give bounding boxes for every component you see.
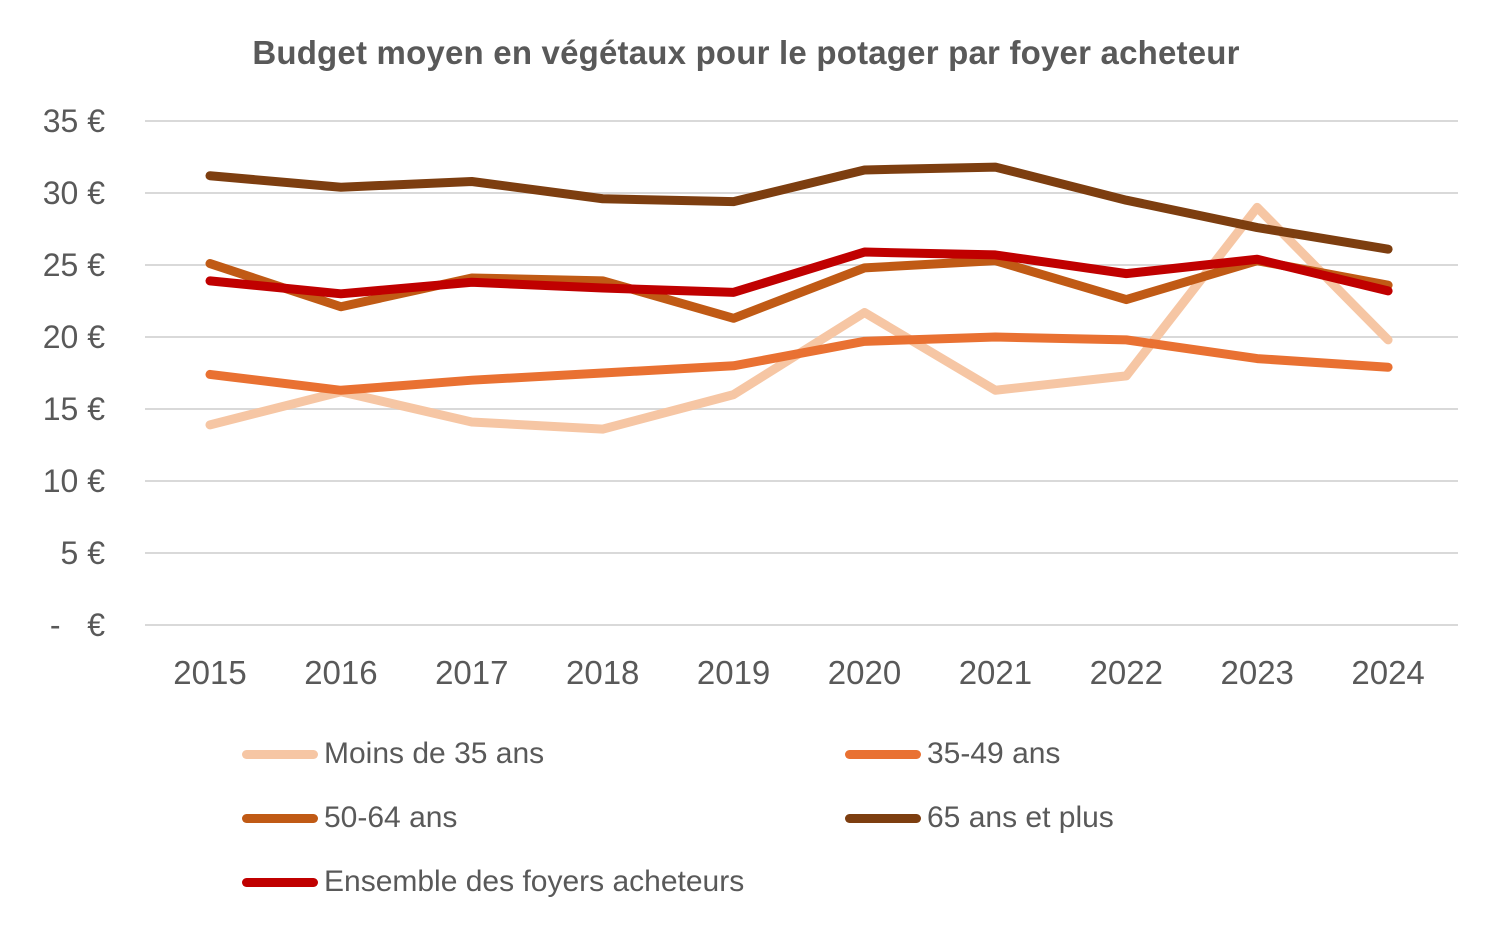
legend-label: 35-49 ans <box>927 737 1061 770</box>
y-axis-tick-label: 25 € <box>43 247 105 283</box>
legend-item-1: 35-49 ans <box>845 737 1114 771</box>
y-axis-tick-label: 5 € <box>61 535 106 571</box>
legend-item-0: Moins de 35 ans <box>242 737 845 771</box>
chart-legend: Moins de 35 ans 35-49 ans 50-64 ans 65 ans … <box>242 722 1114 914</box>
line-series-4 <box>205 247 1393 299</box>
y-axis-tick-label: 15 € <box>43 391 105 427</box>
line-series-0 <box>205 202 1393 434</box>
legend-swatch-icon <box>845 749 921 759</box>
y-axis-tick-label: - € <box>50 607 105 643</box>
x-axis-tick-label: 2015 <box>173 654 246 691</box>
y-axis-tick-label: 30 € <box>43 175 105 211</box>
x-axis-tick-label: 2023 <box>1220 654 1293 691</box>
legend-item-2: 50-64 ans <box>242 801 845 835</box>
x-axis-tick-label: 2016 <box>304 654 377 691</box>
legend-label: 50-64 ans <box>324 801 458 834</box>
chart-title: Budget moyen en végétaux pour le potager… <box>252 34 1240 71</box>
legend-item-4: Ensemble des foyers acheteurs <box>242 865 845 899</box>
y-axis-tick-label: 35 € <box>43 103 105 139</box>
x-axis-tick-label: 2017 <box>435 654 508 691</box>
y-axis-tick-label: 10 € <box>43 463 105 499</box>
legend-label: Ensemble des foyers acheteurs <box>324 865 745 898</box>
x-axis-tick-label: 2018 <box>566 654 639 691</box>
x-axis-tick-label: 2024 <box>1351 654 1424 691</box>
legend-label: Moins de 35 ans <box>324 737 545 770</box>
legend-swatch-icon <box>242 813 318 823</box>
line-series-3 <box>205 162 1393 254</box>
x-axis-tick-label: 2019 <box>697 654 770 691</box>
x-axis-tick-label: 2020 <box>828 654 901 691</box>
legend-item-3: 65 ans et plus <box>845 801 1114 835</box>
y-axis-tick-label: 20 € <box>43 319 105 355</box>
x-axis-tick-label: 2022 <box>1090 654 1163 691</box>
line-series-1 <box>205 332 1393 395</box>
legend-label: 65 ans et plus <box>927 801 1114 834</box>
legend-swatch-icon <box>242 749 318 759</box>
legend-swatch-icon <box>242 877 318 887</box>
x-axis-tick-label: 2021 <box>959 654 1032 691</box>
legend-swatch-icon <box>845 813 921 823</box>
